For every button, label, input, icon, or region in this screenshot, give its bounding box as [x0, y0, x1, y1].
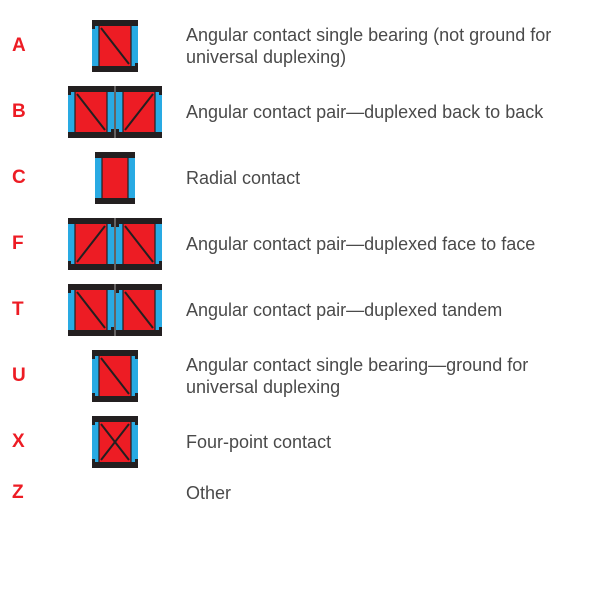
bearing-icon	[50, 350, 180, 402]
bearing-icon	[50, 284, 180, 336]
bearing-row: B Angular contact pair—duplexed back to …	[12, 86, 588, 138]
bearing-code-letter: Z	[12, 482, 50, 504]
bearing-description: Angular contact single bearing—ground fo…	[180, 354, 588, 399]
bearing-description: Angular contact pair—duplexed back to ba…	[180, 101, 543, 124]
bearing-row: Z Other	[12, 482, 588, 505]
bearing-code-letter: F	[12, 233, 50, 255]
bearing-code-letter: U	[12, 365, 50, 387]
bearing-row: C Radial contact	[12, 152, 588, 204]
bearing-row: A Angular contact single bearing (not gro…	[12, 20, 588, 72]
bearing-description: Four-point contact	[180, 431, 331, 454]
bearing-icon	[50, 86, 180, 138]
bearing-code-letter: X	[12, 431, 50, 453]
bearing-code-letter: A	[12, 35, 50, 57]
bearing-row: T Angular contact pair—duplexed tandem	[12, 284, 588, 336]
bearing-row: F Angular contact pair—duplexed face to …	[12, 218, 588, 270]
bearing-description: Angular contact single bearing (not grou…	[180, 24, 588, 69]
bearing-row: X Four-point contact	[12, 416, 588, 468]
bearing-icon	[50, 416, 180, 468]
bearing-description: Radial contact	[180, 167, 300, 190]
bearing-icon	[50, 152, 180, 204]
bearing-icon	[50, 218, 180, 270]
bearing-type-list: A Angular contact single bearing (not gro…	[12, 20, 588, 505]
bearing-code-letter: B	[12, 101, 50, 123]
bearing-code-letter: T	[12, 299, 50, 321]
bearing-description: Angular contact pair—duplexed tandem	[180, 299, 502, 322]
bearing-description: Angular contact pair—duplexed face to fa…	[180, 233, 535, 256]
bearing-row: U Angular contact single bearing—ground f…	[12, 350, 588, 402]
bearing-icon	[50, 20, 180, 72]
bearing-code-letter: C	[12, 167, 50, 189]
bearing-description: Other	[180, 482, 231, 505]
